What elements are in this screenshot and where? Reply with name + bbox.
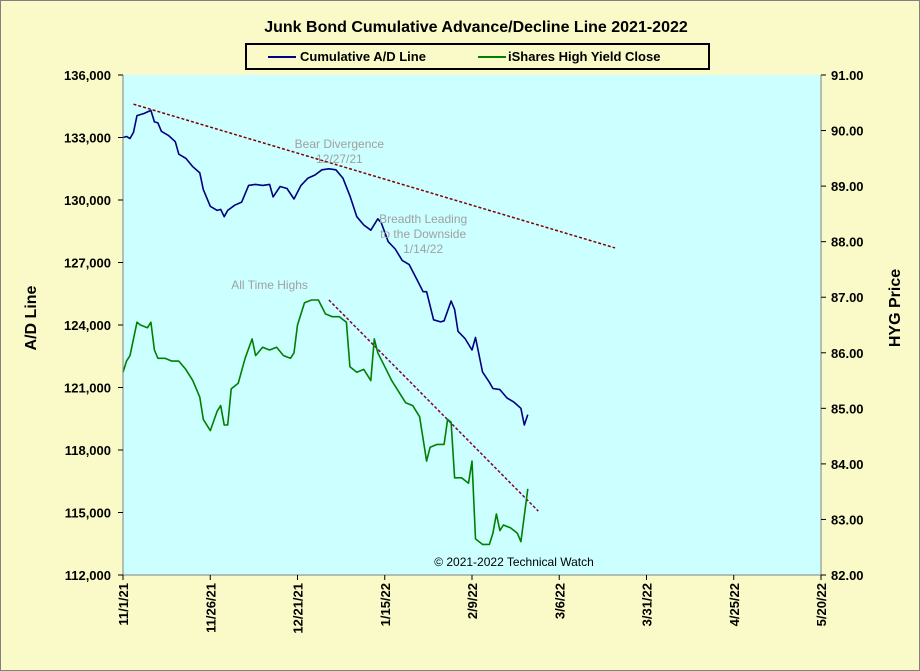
annotation-line: Bear Divergence [295,137,385,151]
y2-tick-label: 87.00 [831,290,864,305]
x-tick-label: 11/1/21 [116,583,131,626]
legend: Cumulative A/D Line iShares High Yield C… [245,43,710,70]
x-tick-label: 11/26/21 [203,583,218,633]
y2-tick-label: 85.00 [831,401,864,416]
series-line-ad-line [122,109,529,426]
series-line-hyg [122,299,529,546]
x-ticks: 11/1/21 11/26/21 12/21/21 1/15/22 2/9/22 3/6/… [116,575,829,634]
y-axis-title-left: A/D Line [23,285,40,350]
y2-tick-label: 89.00 [831,179,864,194]
annotation-line: 12/27/21 [316,152,363,166]
y2-tick-label: 83.00 [831,512,864,527]
y2-tick-label: 86.00 [831,346,864,361]
y-tick-label: 124,000 [64,318,111,333]
x-tick-label: 1/15/22 [378,583,393,626]
y-tick-label: 121,000 [64,381,111,396]
x-tick-label: 12/21/21 [291,583,306,634]
y-ticks-right: 82.00 83.00 84.00 85.00 86.00 87.00 88.00 89.00… [821,68,864,583]
legend-label-hyg: iShares High Yield Close [508,49,660,64]
annotation-2: Breadth Leading to the Downside 1/14/22 [379,212,467,256]
y-ticks-left: 112,000 115,000 118,000 121,000 124,000 127,0… [64,68,123,583]
plot-layer: Bear Divergence 12/27/21 Breadth Leading to… [122,103,616,546]
y2-tick-label: 82.00 [831,568,864,583]
y2-tick-label: 84.00 [831,457,864,472]
y-tick-label: 136,000 [64,68,111,83]
y2-tick-label: 91.00 [831,68,864,83]
x-tick-label: 5/20/22 [814,583,829,626]
legend-box [245,43,710,70]
annotation-line: Breadth Leading [379,212,467,226]
annotation-3: All Time Highs [231,278,308,292]
copyright-text: © 2021-2022 Technical Watch [434,555,594,569]
annotation-line: to the Downside [380,227,466,241]
y-tick-label: 118,000 [65,443,111,458]
y2-tick-label: 90.00 [831,124,864,139]
legend-label-ad-line: Cumulative A/D Line [300,49,426,64]
y-tick-label: 115,000 [65,506,111,521]
x-tick-label: 3/31/22 [640,583,655,626]
chart-title: Junk Bond Cumulative Advance/Decline Lin… [264,19,688,36]
x-tick-label: 2/9/22 [465,583,480,619]
y-tick-label: 130,000 [64,193,111,208]
y-tick-label: 133,000 [64,131,111,146]
annotation-1: Bear Divergence 12/27/21 [295,137,385,166]
annotation-line: 1/14/22 [403,242,443,256]
trendline-1 [133,103,616,249]
trendline-2 [328,299,539,512]
plot-area [123,75,821,575]
y-tick-label: 127,000 [64,256,111,271]
y2-tick-label: 88.00 [831,235,864,250]
y-tick-label: 112,000 [65,568,111,583]
x-tick-label: 4/25/22 [727,583,742,626]
annotation-line: All Time Highs [231,278,308,292]
y-axis-title-right: HYG Price [887,269,904,347]
x-tick-label: 3/6/22 [552,583,567,619]
